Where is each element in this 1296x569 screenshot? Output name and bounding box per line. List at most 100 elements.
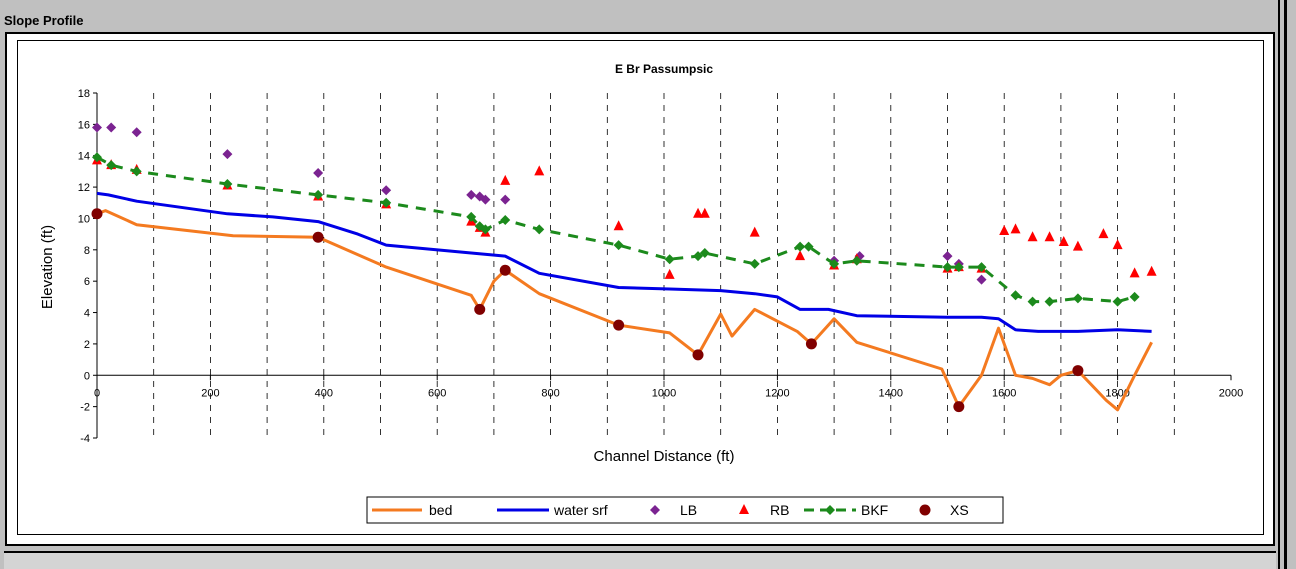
y-tick-label: 4	[84, 308, 90, 320]
x-axis-label: Channel Distance (ft)	[594, 448, 735, 465]
bkf-point	[829, 258, 840, 269]
bkf-point	[976, 262, 987, 273]
x-tick-label: 2000	[1219, 387, 1243, 399]
y-tick-label: 12	[78, 182, 90, 194]
lb-point	[131, 127, 142, 138]
bkf-point	[222, 178, 233, 189]
x-tick-label: 1600	[992, 387, 1016, 399]
water-srf-line	[96, 191, 1152, 333]
series-bkf	[92, 152, 1140, 307]
bkf-point	[1072, 293, 1083, 304]
bkf-point	[106, 160, 117, 171]
y-tick-label: -4	[80, 433, 90, 445]
xs-point	[953, 401, 965, 413]
bkf-point	[480, 224, 491, 235]
lb-point	[92, 122, 102, 133]
bkf-point	[1027, 296, 1038, 307]
axes: -4 -2 0 2 4 6 8 10 12 14 16 18 0 200 400 600 800 1000 1200…	[78, 88, 1243, 445]
y-tick-label: -2	[80, 402, 90, 414]
rb-point	[1112, 239, 1123, 250]
rb-point	[1010, 223, 1021, 234]
bkf-point	[749, 258, 760, 269]
bkf-point	[131, 166, 142, 177]
bkf-point	[1112, 296, 1123, 307]
legend-label: water srf	[553, 502, 608, 518]
legend-marker	[825, 505, 835, 515]
panel-header: Slope Profile	[0, 0, 1278, 28]
bkf-point	[664, 254, 675, 265]
lb-point	[480, 194, 491, 205]
legend-item-water-srf: water srf	[497, 502, 608, 518]
lb-point	[500, 194, 511, 205]
rb-point	[1058, 235, 1069, 246]
x-tick-label: 200	[201, 387, 219, 399]
rb-point	[699, 207, 710, 218]
rb-point	[664, 268, 675, 279]
xs-point	[692, 349, 704, 361]
rb-point	[1072, 240, 1083, 251]
legend-label: bed	[429, 502, 452, 518]
bed-line	[96, 209, 1153, 412]
x-tick-label: 800	[541, 387, 559, 399]
x-tick-label: 1000	[652, 387, 676, 399]
bkf-point	[313, 189, 324, 200]
series-water-srf	[96, 191, 1152, 333]
y-axis-label: Elevation (ft)	[39, 225, 56, 309]
chart-title: E Br Passumpsic	[615, 62, 713, 76]
rb-point	[613, 220, 624, 231]
bkf-point	[92, 152, 102, 163]
x-tick-label: 1400	[879, 387, 903, 399]
rb-point	[500, 174, 511, 185]
lb-point	[222, 149, 233, 160]
rb-point	[795, 250, 806, 261]
y-tick-label: 8	[84, 245, 90, 257]
legend-label: XS	[950, 502, 969, 518]
rb-point	[693, 207, 704, 218]
bkf-point	[534, 224, 545, 235]
slope-profile-chart: E Br Passumpsic Channel Distance (ft) El…	[39, 62, 1243, 524]
panel-title: Slope Profile	[4, 13, 84, 28]
y-tick-label: 16	[78, 119, 90, 131]
legend: bed water srf LB RB BKF XS	[366, 496, 1004, 524]
x-tick-label: 600	[428, 387, 446, 399]
bkf-point	[1044, 296, 1055, 307]
legend-item-rb: RB	[739, 502, 789, 518]
legend-label: LB	[680, 502, 697, 518]
rb-point	[1027, 231, 1038, 242]
bkf-point	[466, 211, 477, 222]
xs-point	[474, 303, 486, 315]
rb-point	[1129, 267, 1140, 278]
series-xs	[91, 208, 1084, 413]
bkf-point	[851, 255, 862, 266]
legend-item-bkf: BKF	[804, 502, 888, 518]
rb-point	[999, 225, 1010, 235]
y-tick-label: 18	[78, 88, 90, 100]
xs-point	[91, 208, 103, 220]
bkf-point	[953, 262, 964, 273]
lb-point	[106, 122, 117, 133]
legend-marker	[739, 504, 749, 514]
xs-point	[312, 231, 324, 243]
xs-point	[1072, 365, 1084, 377]
bkf-point	[613, 240, 624, 251]
bkf-point	[500, 215, 511, 226]
legend-item-xs: XS	[919, 502, 969, 518]
bkf-point	[381, 197, 392, 208]
bkf-point	[942, 262, 953, 273]
legend-box	[366, 496, 1004, 524]
bottom-panel-bar	[4, 551, 1276, 569]
lb-point	[976, 274, 987, 285]
rb-point	[534, 165, 545, 176]
xs-point	[805, 338, 817, 350]
chart-area[interactable]: E Br Passumpsic Channel Distance (ft) El…	[17, 40, 1264, 535]
y-tick-label: 6	[84, 276, 90, 288]
lb-point	[942, 251, 953, 262]
bkf-point	[1010, 290, 1021, 301]
rb-point	[749, 226, 760, 237]
gridlines	[153, 93, 1175, 438]
legend-item-bed: bed	[372, 502, 452, 518]
bkf-point	[1129, 291, 1140, 302]
rb-point	[1146, 265, 1157, 276]
series-bed	[96, 209, 1153, 412]
window-border	[1284, 0, 1287, 569]
